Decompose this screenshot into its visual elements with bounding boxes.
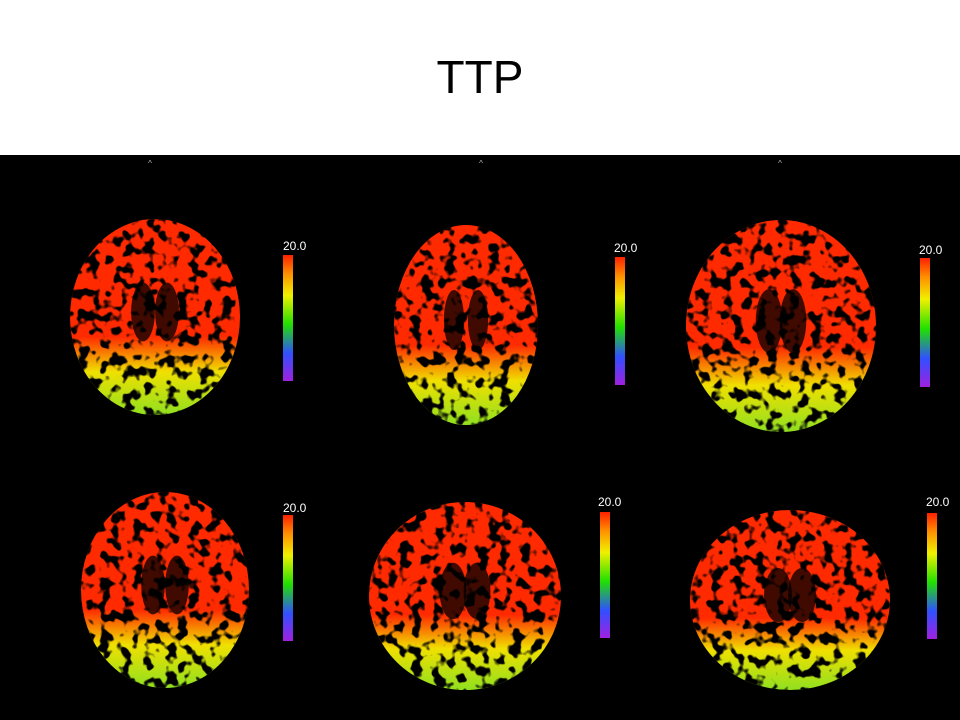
perfusion-panel: 20.0 [690,495,950,690]
perfusion-panel: 20.0 [70,219,307,415]
scale-max-label: 20.0 [283,239,307,253]
orientation-mark: ^ [778,159,782,168]
scale-max-label: 20.0 [926,495,950,509]
perfusion-panel: 20.0 [369,495,622,690]
color-scale [927,513,937,639]
brain-map [394,225,538,425]
color-scale [283,255,293,381]
brain-map [690,510,890,690]
speckle [81,492,249,688]
color-scale [920,258,930,387]
brain-map [81,492,249,688]
brain-map [686,220,876,432]
brain-map [369,502,561,690]
slide-title: TTP [437,51,524,103]
scale-max-label: 20.0 [598,495,622,509]
color-scale [615,257,625,385]
orientation-mark: ^ [479,159,483,168]
speckle [70,219,240,415]
scale-max-label: 20.0 [283,501,307,515]
header-bg [0,0,960,155]
scale-max-label: 20.0 [614,241,638,255]
speckle [369,502,561,690]
color-scale [600,512,610,638]
orientation-mark: ^ [148,159,152,168]
speckle [690,510,890,690]
scale-max-label: 20.0 [919,243,943,257]
perfusion-panel: 20.0 [394,225,638,425]
speckle [686,220,876,432]
perfusion-panel: 20.0 [81,492,307,688]
brain-map [70,219,240,415]
speckle [394,225,538,425]
perfusion-panel: 20.0 [686,220,943,432]
color-scale [283,515,293,641]
